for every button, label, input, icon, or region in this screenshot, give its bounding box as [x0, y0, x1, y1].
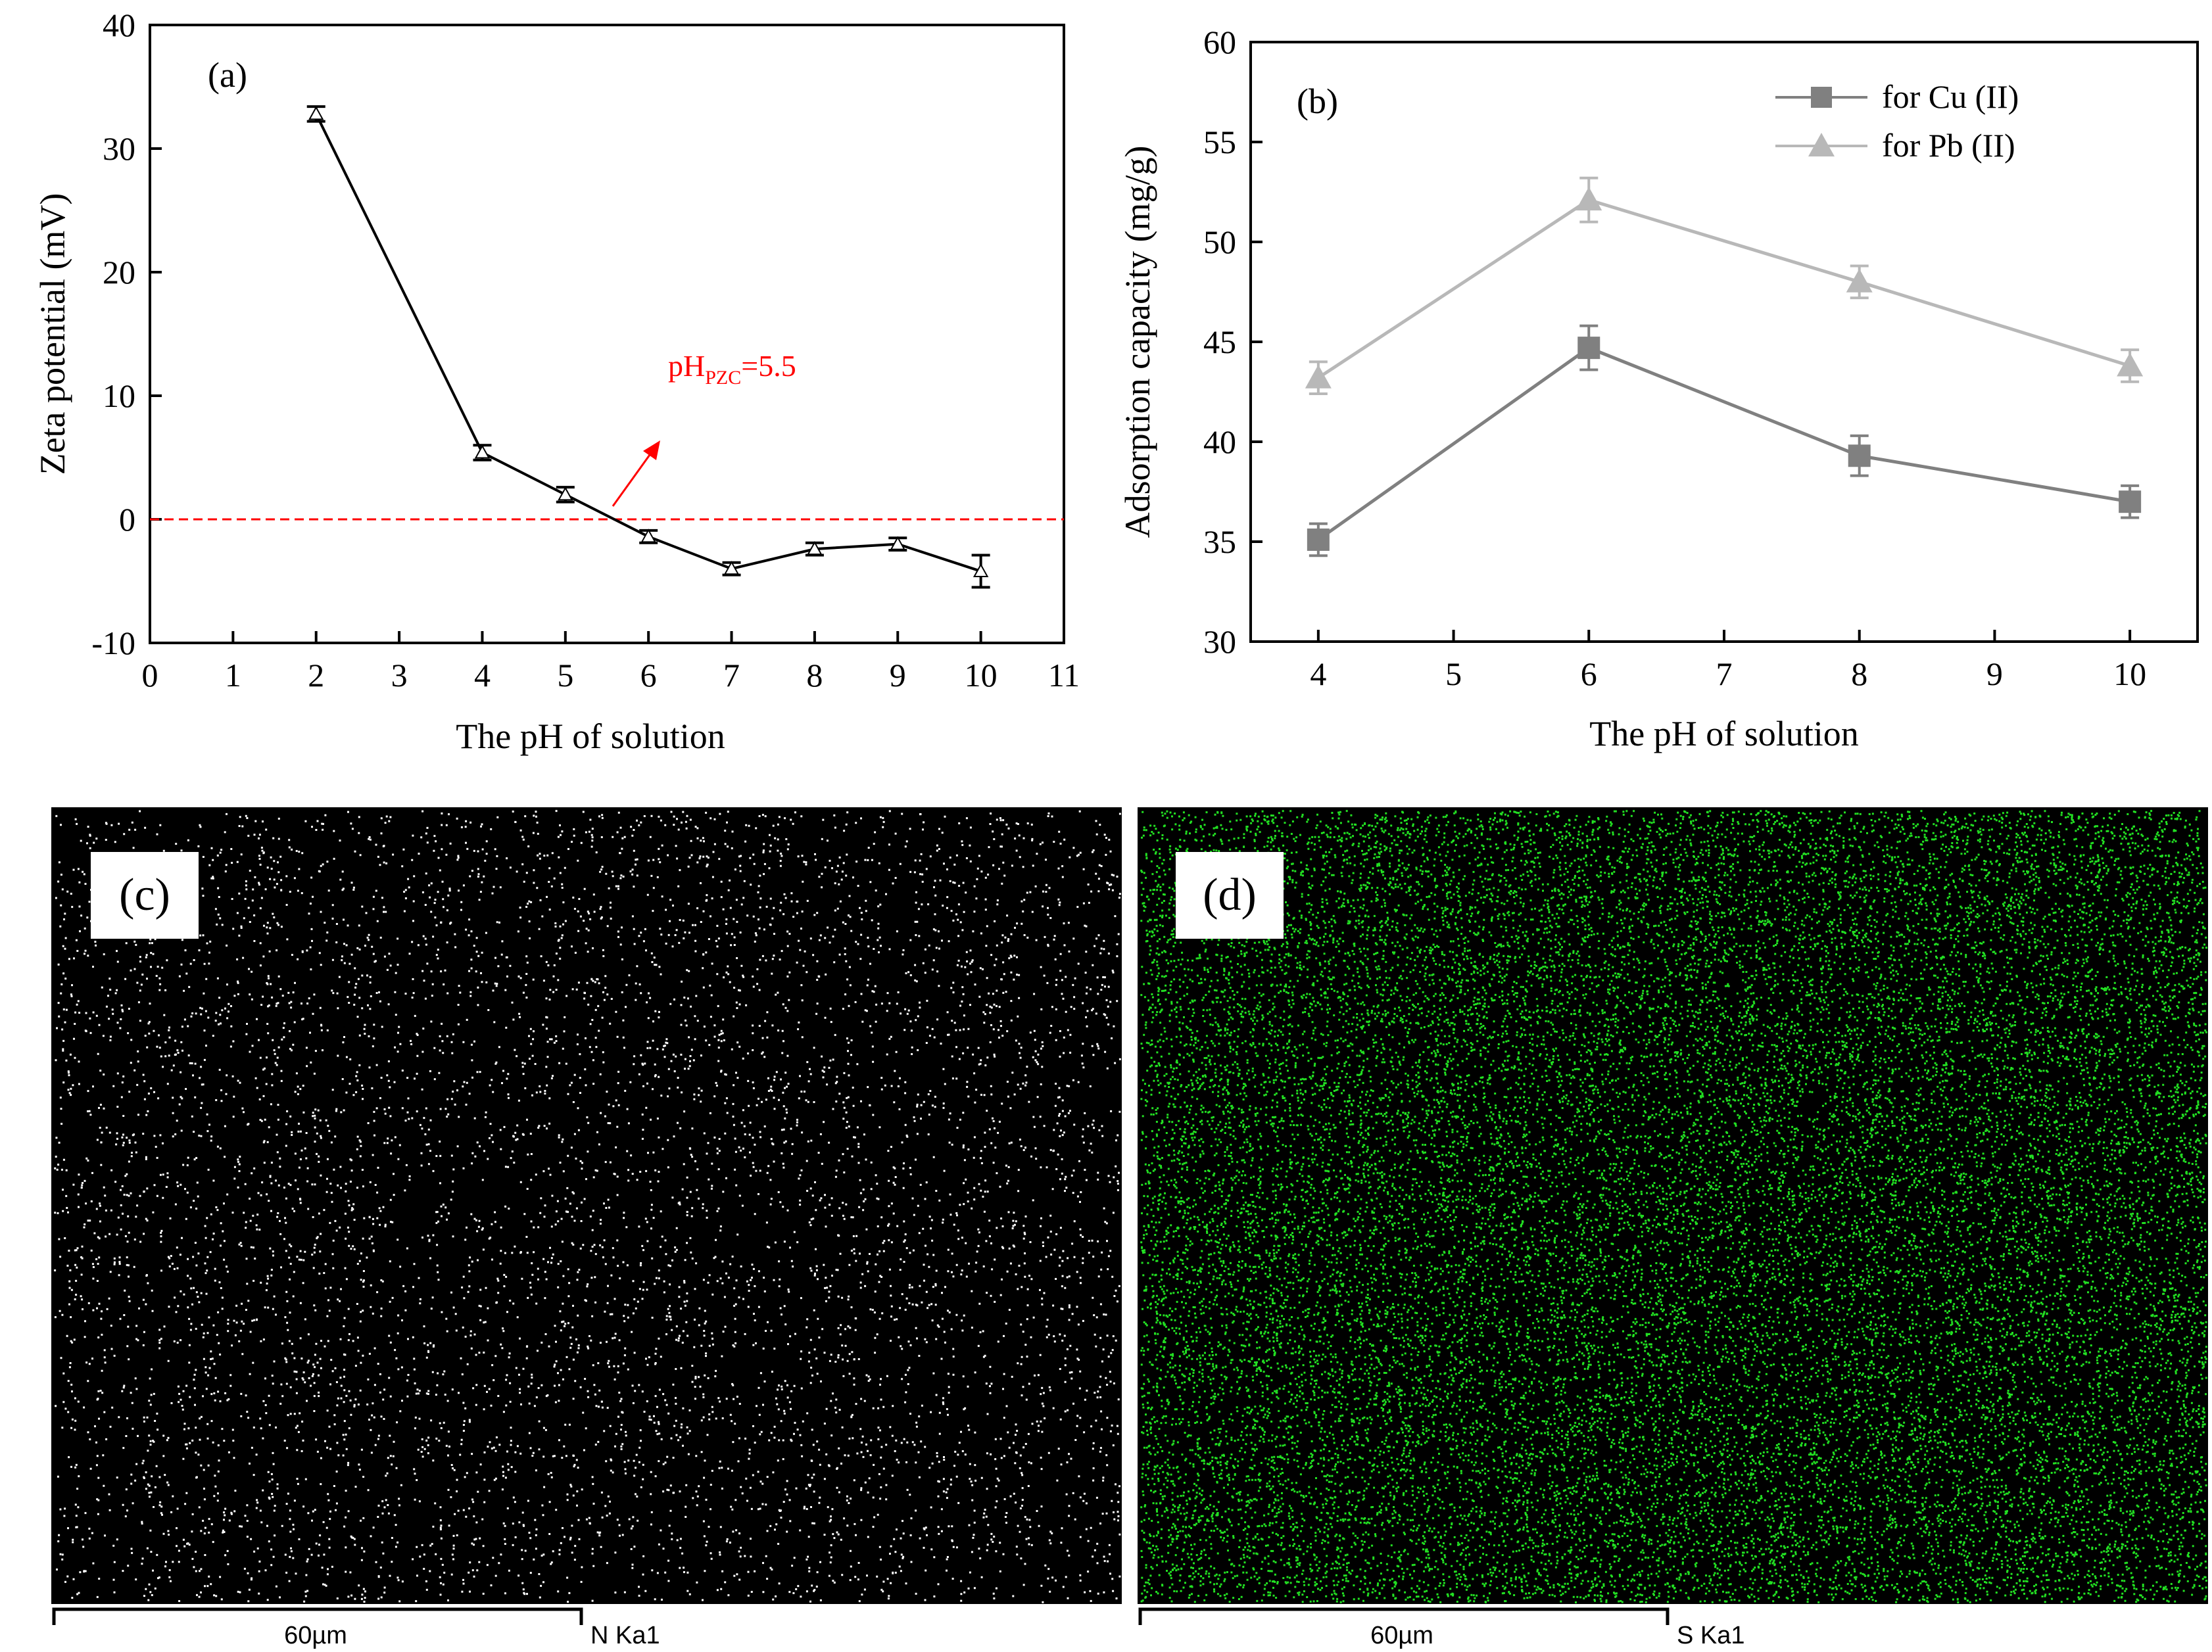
x-tick-label: 7 — [723, 657, 740, 694]
x-tick-label: 10 — [965, 657, 998, 694]
y-axis-label: Zeta potential (mV) — [33, 193, 72, 475]
x-tick-label: 5 — [557, 657, 573, 694]
x-tick-label: 9 — [1986, 655, 2003, 692]
x-tick-label: 3 — [391, 657, 408, 694]
map-background — [51, 807, 1122, 1604]
x-tick-label: 11 — [1048, 657, 1080, 694]
data-point — [973, 563, 989, 577]
data-point — [2117, 352, 2144, 377]
panel-label: (d) — [1203, 870, 1257, 920]
n-element-map: (c) 60µm N Ka1 — [51, 807, 1122, 1649]
data-point — [474, 444, 491, 459]
legend-marker-cu — [1811, 87, 1832, 108]
scale-bar — [1138, 1607, 1670, 1625]
x-tick-label: 0 — [142, 657, 158, 694]
series-line — [314, 113, 982, 573]
element-label: N Ka1 — [590, 1622, 660, 1649]
element-dots — [1140, 810, 2207, 1603]
y-tick-label: 30 — [103, 130, 135, 167]
s-element-map: (d) 60µm S Ka1 — [1138, 807, 2208, 1649]
legend-marker-pb — [1808, 133, 1835, 156]
legend-label-pb: for Pb (II) — [1882, 127, 2015, 164]
data-point — [308, 106, 324, 120]
y-tick-label: 0 — [119, 501, 135, 538]
map-background — [1138, 807, 2208, 1604]
data-point — [1577, 337, 1600, 360]
scale-bar-label: 60µm — [1370, 1622, 1433, 1649]
annotation-arrow-head — [643, 440, 660, 460]
x-tick-label: 8 — [1851, 655, 1867, 692]
pzc-annotation-main: pH — [668, 349, 705, 383]
legend-label-cu: for Cu (II) — [1882, 78, 2019, 115]
data-point — [723, 561, 740, 575]
pzc-annotation: pHPZC=5.5 — [668, 349, 796, 389]
x-axis-label: The pH of solution — [456, 717, 725, 756]
data-point — [1305, 364, 1332, 389]
y-tick-label: 40 — [1203, 423, 1236, 460]
data-point — [1848, 444, 1871, 467]
y-tick-label: -10 — [91, 625, 135, 661]
scale-bar-label: 60µm — [284, 1622, 347, 1649]
data-point — [890, 536, 905, 550]
y-tick-label: 50 — [1203, 224, 1236, 260]
y-axis-label: Adsorption capacity (mg/g) — [1118, 146, 1157, 538]
y-tick-label: 55 — [1203, 124, 1236, 160]
y-tick-label: 40 — [103, 7, 135, 43]
x-tick-label: 5 — [1445, 655, 1462, 692]
data-point — [1307, 528, 1330, 551]
data-point — [2119, 490, 2142, 513]
x-tick-label: 2 — [308, 657, 324, 694]
series-lines — [1317, 198, 2130, 541]
data-points — [1305, 187, 2144, 551]
data-point — [1575, 187, 1602, 211]
scale-bar — [52, 1607, 583, 1625]
error-bars — [1309, 176, 2140, 557]
panel-label-box — [1176, 852, 1284, 939]
data-point — [807, 541, 823, 555]
annotation-arrow-shaft — [612, 454, 651, 507]
x-tick-label: 7 — [1716, 655, 1733, 692]
legend: for Cu (II) for Pb (II) — [1775, 78, 2019, 164]
x-tick-label: 4 — [474, 657, 491, 694]
panel-label: (a) — [208, 55, 247, 95]
dot-texture — [54, 810, 1121, 1603]
y-tick-label: 60 — [1203, 24, 1236, 60]
series-line — [1317, 346, 2130, 541]
x-tick-label: 6 — [640, 657, 657, 694]
y-tick-label: 35 — [1203, 523, 1236, 560]
pzc-annotation-value: =5.5 — [741, 349, 796, 383]
x-tick-label: 8 — [806, 657, 823, 694]
panel-label: (c) — [119, 870, 170, 920]
pzc-annotation-subscript: PZC — [705, 367, 741, 389]
y-tick-label: 45 — [1203, 323, 1236, 360]
element-label: S Ka1 — [1677, 1622, 1745, 1649]
y-tick-label: 30 — [1203, 623, 1236, 660]
x-axis-label: The pH of solution — [1589, 714, 1858, 753]
series-line — [1317, 198, 2130, 379]
error-bars — [306, 105, 990, 589]
y-tick-label: 20 — [103, 254, 135, 291]
y-tick-label: 10 — [103, 377, 135, 414]
element-dots — [54, 810, 1121, 1603]
panel-label: (b) — [1297, 82, 1338, 121]
x-tick-label: 1 — [225, 657, 241, 694]
x-tick-label: 4 — [1310, 655, 1326, 692]
data-points — [308, 106, 989, 577]
plot-frame — [149, 24, 1065, 644]
dot-texture — [1140, 810, 2207, 1603]
x-tick-label: 9 — [890, 657, 906, 694]
data-point — [640, 529, 656, 543]
data-point — [1846, 268, 1873, 293]
panel-label-box — [91, 852, 199, 939]
x-tick-label: 10 — [2113, 655, 2146, 692]
x-tick-label: 6 — [1581, 655, 1597, 692]
data-point — [558, 486, 573, 501]
